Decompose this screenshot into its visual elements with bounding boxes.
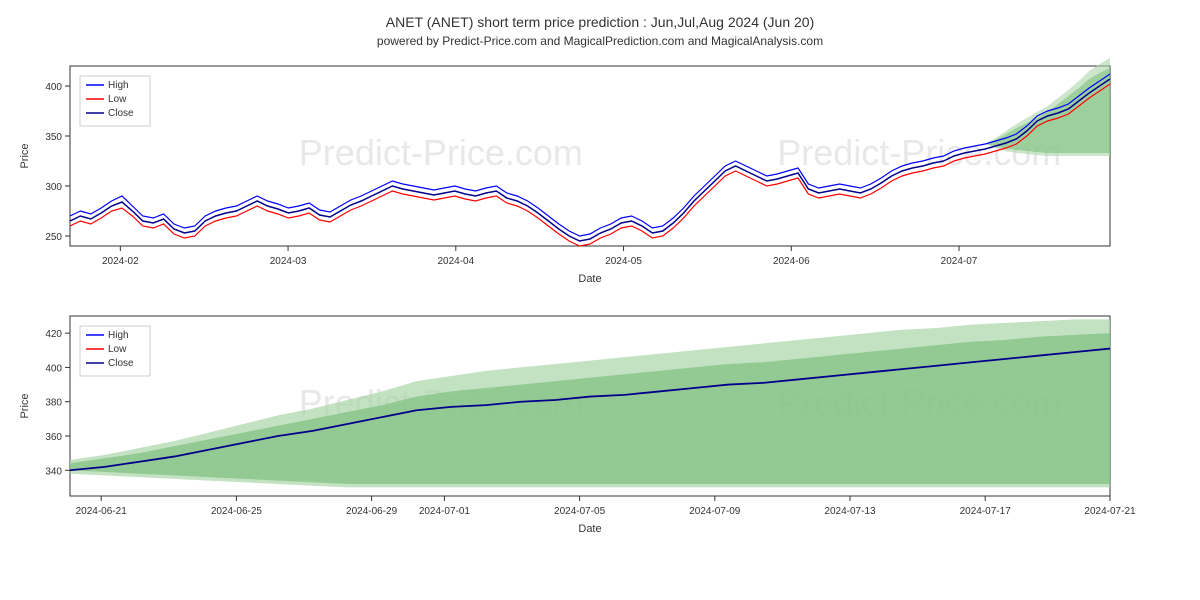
svg-text:300: 300 [45, 182, 62, 193]
svg-text:340: 340 [45, 466, 62, 477]
svg-text:High: High [108, 80, 129, 91]
svg-text:2024-07-05: 2024-07-05 [554, 506, 606, 517]
svg-text:Price: Price [19, 393, 31, 418]
svg-text:250: 250 [45, 232, 62, 243]
svg-text:2024-05: 2024-05 [605, 256, 642, 267]
svg-text:2024-07-13: 2024-07-13 [824, 506, 876, 517]
svg-text:Date: Date [578, 273, 601, 285]
chart2-svg: Predict-Price.comPredict-Price.com340360… [10, 306, 1190, 566]
svg-text:2024-07-21: 2024-07-21 [1084, 506, 1136, 517]
svg-text:2024-06-21: 2024-06-21 [76, 506, 128, 517]
svg-text:Close: Close [108, 108, 134, 119]
svg-text:380: 380 [45, 398, 62, 409]
chart2-container: Predict-Price.comPredict-Price.com340360… [10, 306, 1190, 566]
svg-text:2024-02: 2024-02 [102, 256, 139, 267]
svg-text:2024-03: 2024-03 [270, 256, 307, 267]
svg-text:420: 420 [45, 329, 62, 340]
svg-text:2024-07: 2024-07 [941, 256, 978, 267]
svg-text:2024-06: 2024-06 [773, 256, 810, 267]
svg-text:360: 360 [45, 432, 62, 443]
svg-text:2024-06-29: 2024-06-29 [346, 506, 398, 517]
svg-text:Low: Low [108, 344, 127, 355]
svg-text:2024-07-09: 2024-07-09 [689, 506, 741, 517]
svg-text:Price: Price [19, 143, 31, 168]
svg-text:Predict-Price.com: Predict-Price.com [299, 132, 583, 173]
chart1-container: Predict-Price.comPredict-Price.com250300… [10, 56, 1190, 306]
svg-text:2024-07-17: 2024-07-17 [960, 506, 1012, 517]
svg-text:Date: Date [578, 523, 601, 535]
svg-text:400: 400 [45, 82, 62, 93]
chart-subtitle: powered by Predict-Price.com and Magical… [10, 34, 1190, 48]
chart-title: ANET (ANET) short term price prediction … [10, 14, 1190, 30]
svg-text:High: High [108, 330, 129, 341]
svg-text:2024-06-25: 2024-06-25 [211, 506, 263, 517]
svg-text:400: 400 [45, 363, 62, 374]
svg-text:Close: Close [108, 358, 134, 369]
svg-text:Low: Low [108, 94, 127, 105]
chart1-svg: Predict-Price.comPredict-Price.com250300… [10, 56, 1190, 306]
svg-text:2024-04: 2024-04 [437, 256, 474, 267]
svg-text:2024-07-01: 2024-07-01 [419, 506, 471, 517]
svg-text:350: 350 [45, 132, 62, 143]
